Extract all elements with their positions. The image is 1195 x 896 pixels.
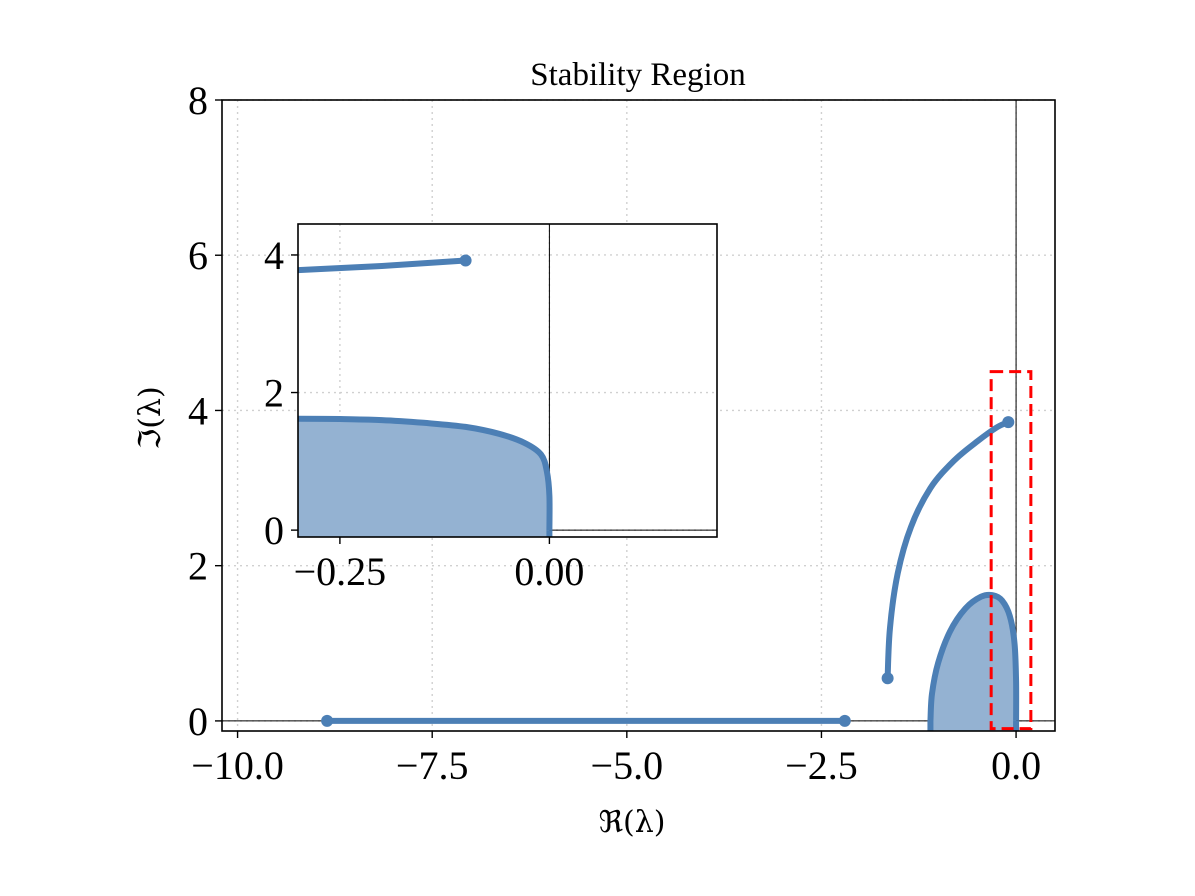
- inset-eigenvalue-branch-line: [297, 257, 466, 274]
- zoom-box: [989, 370, 1033, 731]
- x-tick-label: −5.0: [591, 743, 664, 788]
- y-tick-label: 8: [188, 78, 208, 123]
- x-tick-label: −10.0: [191, 743, 284, 788]
- inset-stability-region-boundary: [297, 415, 553, 531]
- x-tick-label: −2.5: [785, 743, 858, 788]
- y-tick-label: 0: [188, 699, 208, 744]
- x-tick-label: −7.5: [396, 743, 469, 788]
- inset-y-tick-label: 4: [264, 233, 284, 278]
- inset-series: [297, 254, 553, 537]
- inset-y-tick-label: 0: [264, 508, 284, 553]
- inset-x-tick-label: −0.25: [294, 549, 387, 594]
- inset-axes-frame: [297, 223, 718, 538]
- main-series: [321, 416, 1020, 731]
- y-tick-label: 4: [188, 388, 208, 433]
- inset-stability-region-fill: [298, 418, 550, 537]
- inset-ticks: −0.25 0.00 0 2 4: [264, 233, 584, 594]
- real-segment-endpoint: [321, 714, 334, 727]
- inset-axes: −0.25 0.00 0 2 4: [264, 223, 718, 594]
- eigenvalue-branch-endpoint: [881, 672, 894, 685]
- stability-region-boundary: [927, 591, 1020, 731]
- stability-region-fill: [930, 594, 1017, 731]
- inset-x-tick-label: 0.00: [514, 549, 584, 594]
- main-axes-frame: [221, 99, 1056, 732]
- chart-title: Stability Region: [530, 57, 745, 93]
- y-tick-label: 6: [188, 233, 208, 278]
- y-axis-label: ℑ(λ): [133, 386, 168, 449]
- inset-y-tick-label: 2: [264, 371, 284, 416]
- eigenvalue-branch-endpoint: [1002, 416, 1015, 429]
- real-segment-endpoint: [838, 714, 851, 727]
- inset-eigenvalue-branch-endpoint: [459, 254, 472, 267]
- eigenvalue-branch-line: [884, 419, 1012, 682]
- x-axis-label: ℜ(λ): [599, 805, 666, 840]
- y-tick-label: 2: [188, 544, 208, 589]
- x-tick-label: 0.0: [991, 743, 1041, 788]
